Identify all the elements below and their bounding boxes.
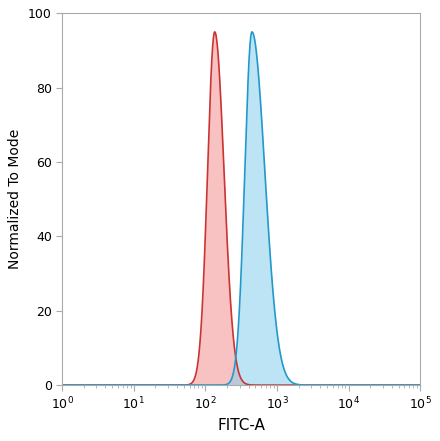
- Y-axis label: Normalized To Mode: Normalized To Mode: [8, 129, 22, 269]
- X-axis label: FITC-A: FITC-A: [217, 418, 265, 433]
